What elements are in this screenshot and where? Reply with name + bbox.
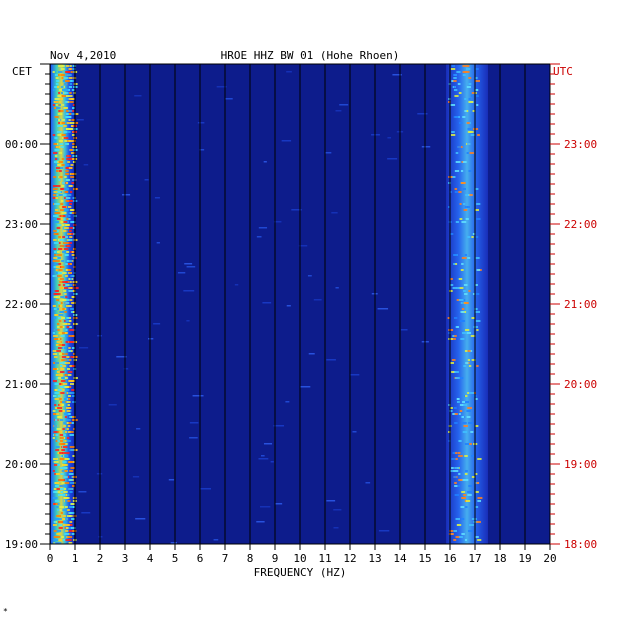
y-tick-labels: 00:00 23:00 23:00 22:00 22:00 21:00 21:00 20:00… [5, 138, 597, 551]
y-tick-label-cet: 21:00 [5, 378, 38, 391]
x-tick-label: 10 [293, 552, 306, 565]
y-tick-label-cet: 22:00 [5, 298, 38, 311]
x-tick-label: 19 [518, 552, 531, 565]
chart-date: Nov 4,2010 [50, 49, 116, 62]
x-tick-label: 18 [493, 552, 506, 565]
y-tick-label-utc: 23:00 [564, 138, 597, 151]
x-tick-label: 20 [543, 552, 556, 565]
x-tick-label: 0 [47, 552, 54, 565]
x-tick-label: 16 [443, 552, 456, 565]
x-tick-label: 13 [368, 552, 381, 565]
x-tick-label: 3 [122, 552, 129, 565]
x-tick-label: 14 [393, 552, 407, 565]
y-tick-label-cet: 19:00 [5, 538, 38, 551]
x-tick-label: 2 [97, 552, 104, 565]
x-tick-label: 1 [72, 552, 79, 565]
x-tick-label: 6 [197, 552, 204, 565]
x-tick-label: 17 [468, 552, 481, 565]
x-axis: 0 1 2 3 4 5 6 7 8 9 10 11 12 13 14 15 16 17 18 19 20 [47, 544, 557, 565]
vertical-gridlines [74, 64, 526, 544]
y-tick-label-utc: 18:00 [564, 538, 597, 551]
x-tick-label: 12 [343, 552, 356, 565]
x-tick-label: 4 [147, 552, 154, 565]
y-tick-label-cet: 23:00 [5, 218, 38, 231]
x-tick-label: 8 [247, 552, 254, 565]
y-tick-label-utc: 22:00 [564, 218, 597, 231]
left-axis-label: CET [12, 65, 32, 78]
y-tick-label-cet: 00:00 [5, 138, 38, 151]
corner-mark: * [3, 607, 8, 616]
x-tick-label: 5 [172, 552, 179, 565]
right-axis-label: UTC [553, 65, 573, 78]
x-tick-label: 7 [222, 552, 229, 565]
y-tick-marks [40, 63, 560, 545]
x-tick-label: 11 [318, 552, 331, 565]
y-tick-label-cet: 20:00 [5, 458, 38, 471]
y-tick-label-utc: 20:00 [564, 378, 597, 391]
x-axis-label: FREQUENCY (HZ) [254, 566, 347, 579]
y-tick-label-utc: 21:00 [564, 298, 597, 311]
y-tick-label-utc: 19:00 [564, 458, 597, 471]
x-tick-label: 15 [418, 552, 431, 565]
chart-title: HROE HHZ BW 01 (Hohe Rhoen) [221, 49, 400, 62]
x-tick-label: 9 [272, 552, 279, 565]
